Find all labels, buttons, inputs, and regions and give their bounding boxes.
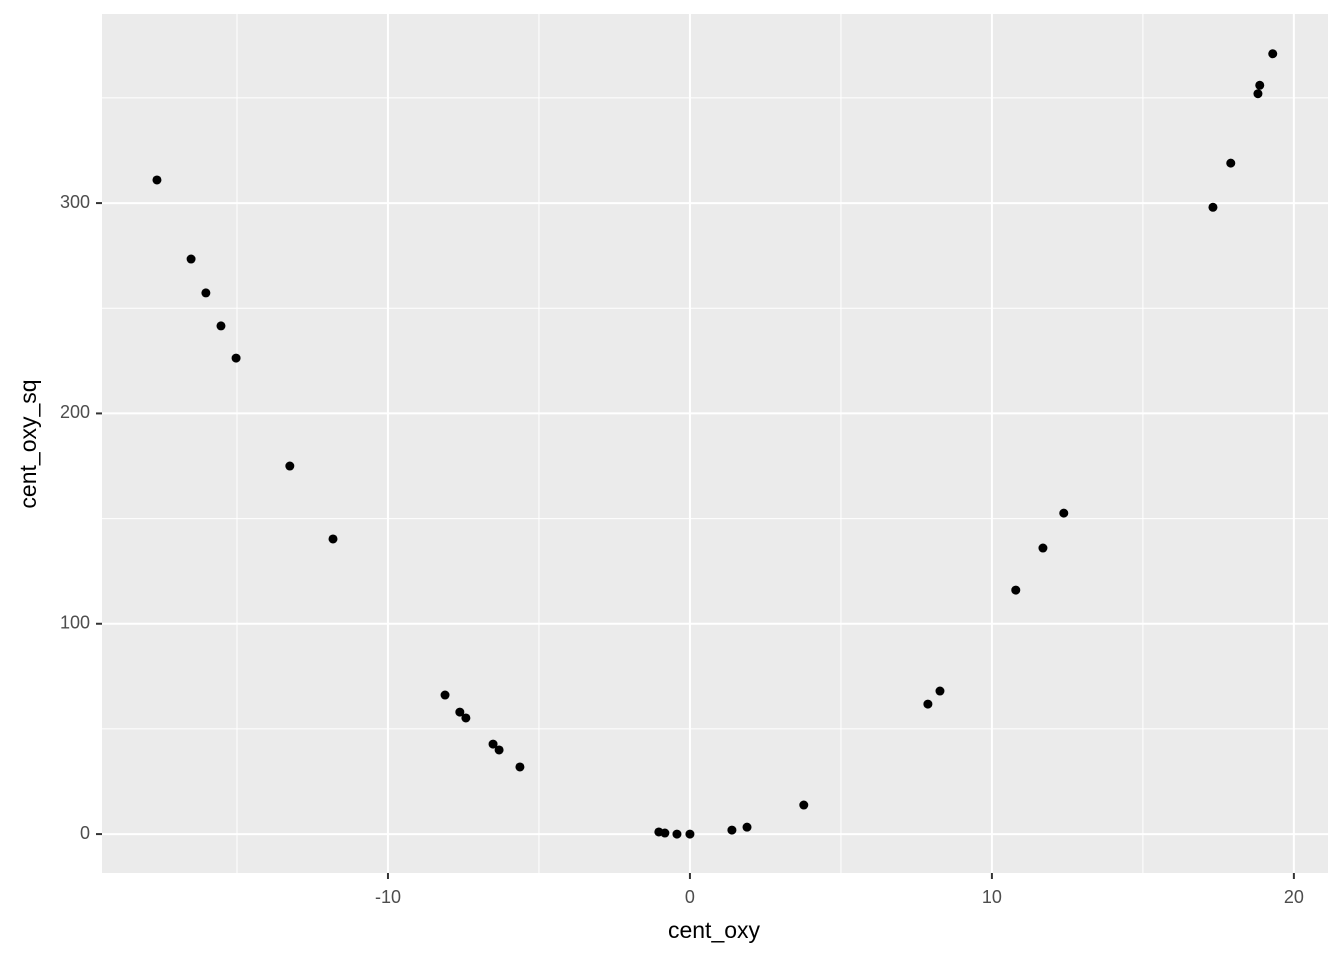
- point: [285, 461, 295, 471]
- point: [799, 800, 809, 810]
- x-axis-title: cent_oxy: [668, 917, 761, 943]
- panel: [102, 14, 1328, 873]
- point: [152, 175, 162, 185]
- point: [1059, 508, 1069, 518]
- y-axis-title: cent_oxy_sq: [15, 379, 41, 508]
- point: [742, 822, 752, 832]
- point: [328, 534, 338, 544]
- point: [186, 254, 196, 264]
- x-tick-label: 10: [982, 887, 1002, 907]
- y-tick-label: 200: [60, 402, 90, 422]
- x-tick-label: 20: [1284, 887, 1304, 907]
- point: [1255, 80, 1265, 90]
- point: [216, 321, 226, 331]
- point: [201, 288, 211, 298]
- point: [923, 699, 933, 709]
- point: [1208, 202, 1218, 212]
- point: [488, 739, 498, 749]
- point: [1253, 89, 1263, 99]
- x-tick-label: -10: [375, 887, 401, 907]
- point: [494, 745, 504, 755]
- point: [440, 690, 450, 700]
- point: [515, 762, 525, 772]
- point: [231, 353, 241, 363]
- point: [1268, 49, 1278, 59]
- y-tick-label: 0: [80, 823, 90, 843]
- point: [455, 707, 465, 717]
- point: [1038, 543, 1048, 553]
- x-tick-label: 0: [685, 887, 695, 907]
- point: [1011, 585, 1021, 595]
- point: [461, 713, 471, 723]
- point: [660, 828, 670, 838]
- y-tick-label: 300: [60, 192, 90, 212]
- point: [672, 829, 682, 839]
- point: [727, 825, 737, 835]
- point: [935, 686, 945, 696]
- point: [1226, 158, 1236, 168]
- y-tick-label: 100: [60, 613, 90, 633]
- point: [685, 829, 695, 839]
